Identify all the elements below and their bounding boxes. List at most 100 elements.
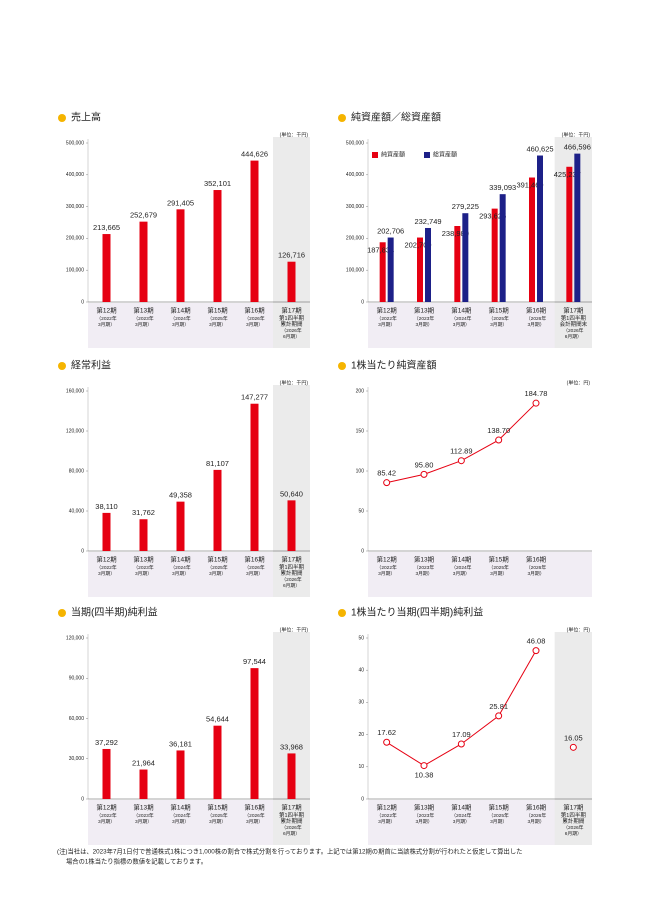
unit-label: (単位：円) <box>567 626 591 633</box>
x-tick-label: 第12期 <box>96 803 117 812</box>
x-tick-label: （2025年 <box>207 564 227 571</box>
y-tick-label: 200,000 <box>346 236 364 242</box>
x-tick-label: 第12期 <box>377 306 398 315</box>
value-label: 38,110 <box>95 502 117 511</box>
bar <box>287 261 296 302</box>
x-tick-label: 3月期） <box>98 819 115 825</box>
chart-title: 1株当たり当期(四半期)純利益 <box>351 606 483 619</box>
x-tick-label: 第17期 <box>281 555 302 564</box>
x-tick-label: （2026年 <box>244 315 264 322</box>
x-tick-label: 6月期） <box>565 831 582 837</box>
value-label: 17.62 <box>377 728 396 737</box>
y-tick-label: 400,000 <box>346 172 364 178</box>
y-tick-label: 0 <box>361 796 364 802</box>
value-label: 202,709 <box>404 241 431 250</box>
chart-title: 売上高 <box>71 111 101 124</box>
y-tick-label: 300,000 <box>346 204 364 210</box>
x-tick-label: 3月期） <box>172 819 189 825</box>
category-band <box>368 552 592 597</box>
value-label: 112.89 <box>450 447 472 456</box>
value-label: 460,625 <box>526 145 553 154</box>
x-tick-label: （2025年 <box>489 564 509 571</box>
y-tick-label: 500,000 <box>346 140 364 146</box>
x-tick-label: 第16期 <box>244 555 265 564</box>
bar <box>213 469 222 551</box>
value-label: 21,964 <box>132 759 155 768</box>
x-tick-label: 第14期 <box>170 803 191 812</box>
legend-label: 総資産額 <box>433 151 457 159</box>
legend-swatch <box>424 152 430 158</box>
x-tick-label: 第14期 <box>451 803 472 812</box>
bar <box>425 227 431 302</box>
value-label: 352,101 <box>204 179 231 188</box>
value-label: 466,596 <box>564 143 591 152</box>
x-tick-label: （2024年 <box>170 812 190 819</box>
value-label: 25.81 <box>489 702 508 711</box>
x-tick-label: 6月期） <box>565 334 582 340</box>
point <box>495 436 503 444</box>
x-tick-label: （2024年 <box>170 315 190 322</box>
value-label: 238,980 <box>442 229 469 238</box>
bar <box>462 213 469 302</box>
value-label: 33,968 <box>280 742 303 751</box>
unit-label: (単位：千円) <box>280 626 309 633</box>
value-label: 202,706 <box>377 227 404 236</box>
value-label: 213,665 <box>93 223 120 232</box>
bar <box>176 209 185 302</box>
x-tick-label: （2022年 <box>96 812 116 819</box>
x-tick-label: 第13期 <box>414 555 435 564</box>
x-tick-label: 第15期 <box>489 555 510 564</box>
x-tick-label: 第15期 <box>489 306 510 315</box>
x-tick-label: 3月期） <box>490 571 507 577</box>
x-tick-label: 6月期） <box>283 831 300 837</box>
y-tick-label: 120,000 <box>66 428 84 434</box>
x-tick-label: 第15期 <box>207 306 228 315</box>
x-tick-label: （2023年 <box>133 315 153 322</box>
chart-title: 経常利益 <box>71 359 111 372</box>
point <box>457 740 465 748</box>
x-tick-label: 3月期） <box>453 819 470 825</box>
y-tick-label: 10 <box>358 764 364 770</box>
x-tick-label: （2024年 <box>451 812 471 819</box>
value-label: 339,093 <box>489 183 516 192</box>
bar <box>417 237 423 302</box>
x-tick-label: 第1四半期 <box>279 563 305 571</box>
bar <box>287 500 296 551</box>
value-label: 391,469 <box>516 180 543 189</box>
chart-title: 当期(四半期)純利益 <box>71 606 158 619</box>
value-label: 50,640 <box>280 489 303 498</box>
x-tick-label: 累計期間 <box>280 569 303 577</box>
value-label: 95.80 <box>415 460 434 469</box>
x-tick-label: 第13期 <box>133 555 154 564</box>
unit-label: (単位：千円) <box>562 131 591 138</box>
x-tick-label: （2022年 <box>377 812 397 819</box>
x-tick-label: （2022年 <box>96 315 116 322</box>
x-tick-label: 第17期 <box>281 306 302 315</box>
bar <box>499 194 506 302</box>
x-tick-label: （2023年 <box>133 812 153 819</box>
y-tick-label: 300,000 <box>66 204 84 210</box>
value-label: 252,679 <box>130 211 157 220</box>
title-dot <box>338 362 346 370</box>
x-tick-label: 第14期 <box>451 306 472 315</box>
bar <box>250 668 259 799</box>
value-label: 291,405 <box>167 198 194 207</box>
x-tick-label: 第13期 <box>414 803 435 812</box>
point <box>420 470 428 478</box>
bar <box>139 519 148 551</box>
value-label: 31,762 <box>132 508 155 517</box>
x-tick-label: 3月期） <box>490 322 507 328</box>
x-tick-label: 会計期間末 <box>560 320 588 328</box>
value-label: 10.38 <box>415 771 434 780</box>
bar <box>213 190 222 302</box>
y-tick-label: 0 <box>81 548 84 554</box>
x-tick-label: 第15期 <box>207 555 228 564</box>
x-tick-label: （2026年 <box>526 564 546 571</box>
x-tick-label: 第16期 <box>244 803 265 812</box>
bar <box>176 750 185 799</box>
x-tick-label: 第16期 <box>526 555 547 564</box>
bar <box>287 753 296 799</box>
title-dot <box>58 114 66 122</box>
